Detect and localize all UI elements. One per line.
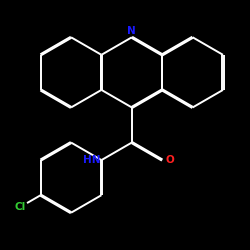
Text: N: N (128, 26, 136, 36)
Text: HN: HN (83, 155, 100, 165)
Text: O: O (166, 155, 174, 165)
Text: Cl: Cl (15, 202, 26, 212)
